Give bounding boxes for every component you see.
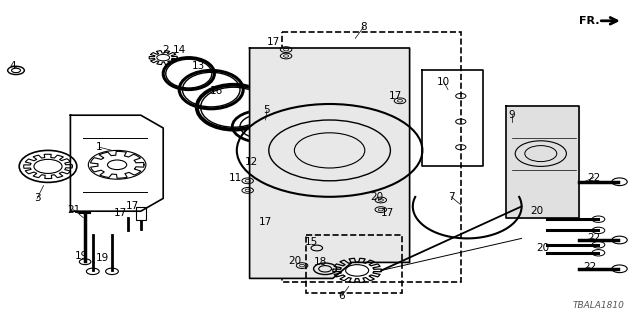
Text: 7: 7 — [448, 192, 454, 202]
Bar — [306, 235, 402, 293]
Text: 17: 17 — [126, 201, 139, 212]
Text: 22: 22 — [584, 262, 596, 272]
Text: 20: 20 — [370, 192, 383, 202]
Text: 9: 9 — [509, 110, 515, 120]
Text: 22: 22 — [588, 172, 600, 183]
Text: 14: 14 — [173, 44, 186, 55]
Text: 20: 20 — [536, 243, 549, 253]
Bar — [282, 32, 461, 282]
Text: 17: 17 — [114, 208, 127, 218]
Text: 13: 13 — [192, 60, 205, 71]
Text: 2: 2 — [162, 44, 168, 55]
Text: 20: 20 — [289, 256, 301, 266]
Text: 8: 8 — [360, 22, 367, 32]
Text: 11: 11 — [229, 172, 242, 183]
Text: 16: 16 — [210, 86, 223, 96]
Bar — [136, 207, 146, 220]
Polygon shape — [250, 48, 410, 278]
Text: 22: 22 — [588, 233, 600, 244]
Polygon shape — [506, 106, 579, 218]
Text: 19: 19 — [76, 251, 88, 261]
Text: 10: 10 — [437, 76, 450, 87]
Text: 19: 19 — [96, 252, 109, 263]
Text: 3: 3 — [34, 193, 40, 204]
Text: 4: 4 — [10, 60, 16, 71]
Text: 6: 6 — [339, 291, 345, 301]
Text: TBALA1810: TBALA1810 — [572, 301, 625, 310]
Text: 21: 21 — [67, 204, 80, 215]
Text: 17: 17 — [268, 36, 280, 47]
Text: 17: 17 — [259, 217, 272, 228]
Text: 12: 12 — [245, 156, 258, 167]
Text: 20: 20 — [530, 206, 543, 216]
Text: 15: 15 — [305, 236, 318, 247]
Text: FR.: FR. — [579, 16, 599, 26]
Text: 18: 18 — [314, 257, 326, 268]
Text: 17: 17 — [389, 91, 402, 101]
Text: 5: 5 — [264, 105, 270, 116]
Text: 17: 17 — [381, 208, 394, 218]
Text: 1: 1 — [96, 142, 102, 152]
